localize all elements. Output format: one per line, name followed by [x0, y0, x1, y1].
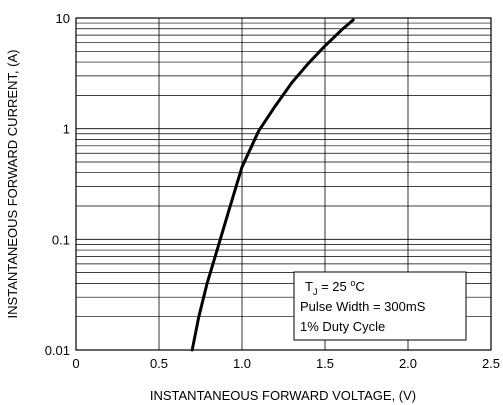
forward-current-curve: [190, 18, 355, 352]
tick-labels: 0 0.5 1.0 1.5 2.0 2.5 0.01 0.1 1 10: [45, 11, 500, 371]
y-tick-label: 0.1: [52, 232, 70, 247]
x-tick-label: 2.0: [399, 356, 417, 371]
x-axis-title: INSTANTANEOUS FORWARD VOLTAGE, (V): [150, 388, 416, 403]
x-tick-label: 0: [72, 356, 79, 371]
annotation-temperature: TJ = 25 oC: [305, 278, 365, 297]
y-axis-title: INSTANTANEOUS FORWARD CURRENT, (A): [5, 50, 20, 319]
annotation-duty-cycle: 1% Duty Cycle: [300, 319, 385, 334]
x-tick-label: 2.5: [482, 356, 500, 371]
plot-frame: [75, 17, 492, 351]
series-layer: [190, 18, 355, 352]
x-tick-label: 1.5: [316, 356, 334, 371]
annotation-box: TJ = 25 oC Pulse Width = 300mS 1% Duty C…: [293, 271, 467, 341]
annotation-background: [293, 271, 467, 341]
x-tick-label: 1.0: [233, 356, 251, 371]
annotation-pulse-width: Pulse Width = 300mS: [300, 299, 426, 314]
y-tick-label: 0.01: [45, 343, 70, 358]
y-tick-label: 1: [63, 122, 70, 137]
x-tick-label: 0.5: [150, 356, 168, 371]
grid: [76, 18, 491, 350]
y-tick-label: 10: [56, 11, 70, 26]
